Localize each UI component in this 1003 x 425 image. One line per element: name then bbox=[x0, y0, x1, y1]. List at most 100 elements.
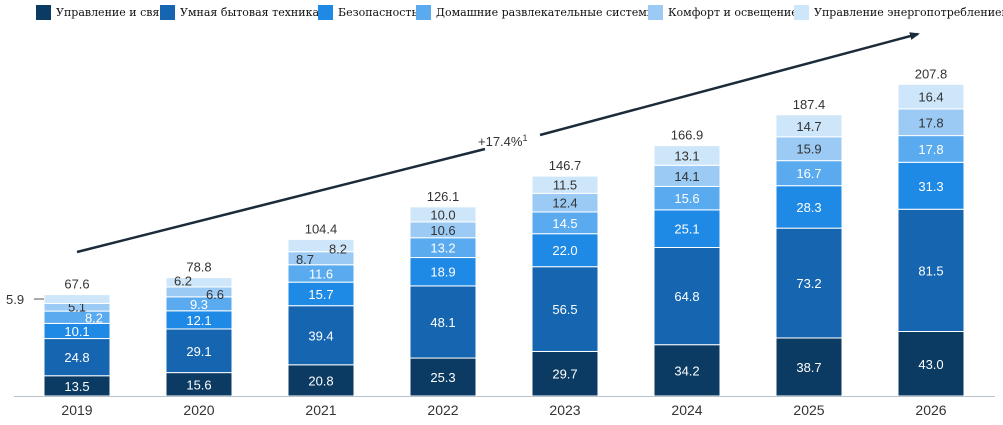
cagr-footnote: 1 bbox=[522, 133, 527, 143]
value-label-2024-seg-4: 15.6 bbox=[674, 191, 699, 206]
value-label-2019-seg-4: 8.2 bbox=[85, 310, 103, 325]
value-label-2025-seg-6: 14.7 bbox=[796, 119, 821, 134]
bar-2019-seg-6 bbox=[43, 294, 111, 304]
legend-label-3: Безопасность bbox=[338, 6, 417, 19]
legend-label-5: Комфорт и освещение bbox=[668, 6, 798, 19]
bar-2026-seg-4 bbox=[897, 135, 965, 163]
bar-2022-seg-3 bbox=[409, 257, 477, 287]
x-tick-2024: 2024 bbox=[671, 402, 702, 418]
legend-swatch-6 bbox=[794, 5, 809, 20]
bar-2022-seg-6 bbox=[409, 206, 477, 223]
bar-2024-seg-3 bbox=[653, 209, 721, 249]
value-label-2022-seg-6: 10.0 bbox=[430, 207, 455, 222]
value-label-2019-seg-2: 24.8 bbox=[64, 350, 89, 365]
x-tick-2021: 2021 bbox=[305, 402, 336, 418]
x-tick-2023: 2023 bbox=[549, 402, 580, 418]
total-label-2020: 78.8 bbox=[186, 260, 211, 275]
bar-2021-seg-6 bbox=[287, 238, 355, 253]
legend-label-4: Домашние развлекательные системы bbox=[436, 6, 656, 19]
bar-2023-seg-6 bbox=[531, 175, 599, 194]
value-label-2019-seg-1: 13.5 bbox=[64, 379, 89, 394]
value-label-2020-seg-3: 12.1 bbox=[186, 313, 211, 328]
bar-2020-seg-6 bbox=[165, 277, 233, 288]
value-label-2023-seg-2: 56.5 bbox=[552, 302, 577, 317]
bar-2024-seg-2 bbox=[653, 247, 721, 346]
value-label-2025-seg-5: 15.9 bbox=[796, 142, 821, 157]
bar-2025-seg-3 bbox=[775, 185, 843, 229]
value-label-2022-seg-1: 25.3 bbox=[430, 370, 455, 385]
x-tick-2020: 2020 bbox=[183, 402, 214, 418]
value-label-2025-seg-2: 73.2 bbox=[796, 276, 821, 291]
bar-2025-seg-6 bbox=[775, 114, 843, 138]
legend: Управление и связь Умная бытовая техника Б… bbox=[36, 5, 1003, 20]
value-label-2026-seg-4: 17.8 bbox=[918, 142, 943, 157]
legend-swatch-3 bbox=[318, 5, 333, 20]
x-tick-2026: 2026 bbox=[915, 402, 946, 418]
bar-2026-seg-5 bbox=[897, 108, 965, 137]
total-label-2024: 166.9 bbox=[671, 128, 704, 143]
value-label-2021-seg-1: 20.8 bbox=[308, 373, 333, 388]
bars: 13.524.810.18.25.15.967.615.629.112.19.3… bbox=[6, 66, 965, 397]
value-label-2026-seg-3: 31.3 bbox=[918, 179, 943, 194]
value-label-2021-seg-2: 39.4 bbox=[308, 328, 333, 343]
bar-2025-seg-4 bbox=[775, 160, 843, 187]
value-label-2026-seg-5: 17.8 bbox=[918, 115, 943, 130]
value-label-2021-seg-5: 8.7 bbox=[296, 252, 314, 267]
value-label-2023-seg-4: 14.5 bbox=[552, 216, 577, 231]
x-tick-2025: 2025 bbox=[793, 402, 824, 418]
value-label-2025-seg-3: 28.3 bbox=[796, 200, 821, 215]
total-label-2025: 187.4 bbox=[793, 97, 826, 112]
value-label-2020-seg-6: 6.2 bbox=[174, 273, 192, 288]
value-label-2020-seg-5: 6.6 bbox=[206, 287, 224, 302]
legend-swatch-5 bbox=[648, 5, 663, 20]
value-label-2025-seg-1: 38.7 bbox=[796, 360, 821, 375]
value-label-2022-seg-5: 10.6 bbox=[430, 223, 455, 238]
x-axis: 2019 2020 2021 2022 2023 2024 2025 2026 bbox=[14, 396, 995, 418]
value-label-2023-seg-3: 22.0 bbox=[552, 243, 577, 258]
bar-2024-seg-6 bbox=[653, 145, 721, 166]
value-label-2026-seg-2: 81.5 bbox=[918, 263, 943, 278]
value-label-2020-seg-2: 29.1 bbox=[186, 344, 211, 359]
value-label-2025-seg-4: 16.7 bbox=[796, 166, 821, 181]
value-label-2019-seg-3: 10.1 bbox=[64, 324, 89, 339]
x-tick-2019: 2019 bbox=[61, 402, 92, 418]
total-label-2022: 126.1 bbox=[427, 189, 460, 204]
bar-2025-seg-1 bbox=[775, 337, 843, 397]
trend-line-left bbox=[76, 147, 486, 254]
total-label-2019: 67.6 bbox=[64, 277, 89, 292]
value-label-2022-seg-2: 48.1 bbox=[430, 315, 455, 330]
bar-2026-seg-6 bbox=[897, 83, 965, 110]
value-label-2020-seg-4: 9.3 bbox=[190, 297, 208, 312]
value-label-2023-seg-5: 12.4 bbox=[552, 196, 577, 211]
value-label-2024-seg-5: 14.1 bbox=[674, 169, 699, 184]
value-label-2021-seg-3: 15.7 bbox=[308, 287, 333, 302]
cagr-value: +17.4% bbox=[478, 134, 523, 149]
bar-2021-seg-2 bbox=[287, 305, 355, 366]
bar-2019-seg-2 bbox=[43, 338, 111, 377]
total-label-2023: 146.7 bbox=[549, 158, 582, 173]
x-tick-2022: 2022 bbox=[427, 402, 458, 418]
legend-swatch-1 bbox=[36, 5, 51, 20]
bar-2026-seg-2 bbox=[897, 208, 965, 332]
legend-swatch-4 bbox=[416, 5, 431, 20]
bar-2021-seg-1 bbox=[287, 364, 355, 397]
value-label-2024-seg-3: 25.1 bbox=[674, 222, 699, 237]
bar-2023-seg-3 bbox=[531, 233, 599, 268]
value-label-2021-seg-4: 11.6 bbox=[309, 266, 333, 281]
value-label-2021-seg-6: 8.2 bbox=[329, 242, 347, 257]
legend-label-2: Умная бытовая техника bbox=[180, 6, 319, 19]
bar-2023-seg-2 bbox=[531, 266, 599, 352]
value-label-2023-seg-6: 11.5 bbox=[553, 178, 577, 193]
value-label-2022-seg-4: 13.2 bbox=[430, 241, 455, 256]
value-label-2024-seg-1: 34.2 bbox=[674, 363, 699, 378]
bar-2026-seg-1 bbox=[897, 331, 965, 397]
bar-2022-seg-1 bbox=[409, 357, 477, 397]
value-label-2024-seg-2: 64.8 bbox=[674, 289, 699, 304]
value-label-2024-seg-6: 13.1 bbox=[674, 148, 699, 163]
total-label-2026: 207.8 bbox=[915, 66, 948, 81]
bar-2023-seg-1 bbox=[531, 350, 599, 397]
bar-2022-seg-2 bbox=[409, 285, 477, 359]
value-label-2019-seg-6: 5.9 bbox=[6, 292, 24, 307]
legend-swatch-2 bbox=[160, 5, 175, 20]
